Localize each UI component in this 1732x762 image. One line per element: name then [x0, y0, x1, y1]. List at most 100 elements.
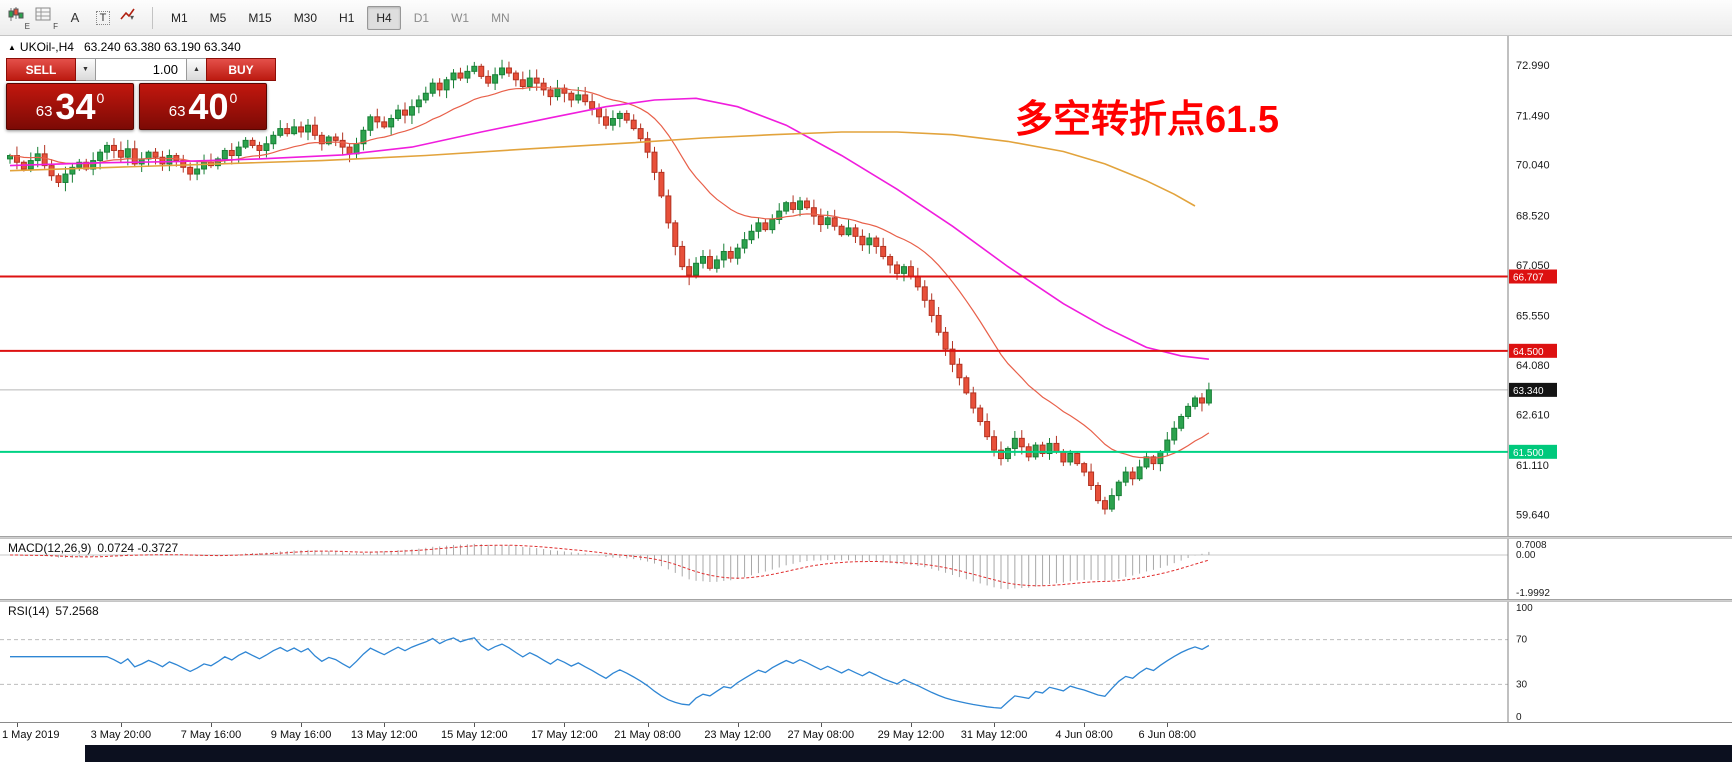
rsi-line: [10, 637, 1210, 709]
ask-price-display[interactable]: 63 40 0: [139, 83, 267, 130]
price-tick-label: 65.550: [1516, 310, 1550, 322]
time-axis-tick: [564, 723, 566, 727]
price-tag: 64.500: [1509, 343, 1557, 358]
macd-name-label: MACD(12,26,9): [8, 541, 92, 555]
macd-values-label: 0.0724 -0.3727: [97, 541, 179, 555]
price-chart-canvas[interactable]: 72.990 71.490 70.040 68.520 67.050 65.550 64.0…: [0, 36, 1732, 536]
volume-spinner-icon[interactable]: ▲: [187, 58, 206, 81]
chart-objects-icon[interactable]: E: [6, 5, 32, 31]
price-tick-label: 72.990: [1516, 60, 1550, 72]
macd-tick-label: 0.7008: [1516, 540, 1547, 551]
font-tool-icon[interactable]: A: [70, 10, 80, 25]
time-axis-tick: [737, 723, 739, 727]
ma-slow-line: [9, 131, 1196, 207]
time-axis-tick: [910, 723, 912, 727]
price-tick-label: 71.490: [1516, 110, 1550, 122]
rsi-label: RSI(14) 57.2568: [8, 604, 105, 618]
macd-tick-label: 0.00: [1516, 550, 1536, 561]
time-axis-tick: [16, 723, 18, 727]
time-axis-label: 27 May 08:00: [787, 729, 855, 741]
rsi-canvas[interactable]: 100 70 30 0: [0, 602, 1732, 722]
time-axis-tick: [820, 723, 822, 727]
text-tool-icon[interactable]: T: [90, 5, 116, 31]
time-axis[interactable]: 1 May 2019 3 May 20:00 7 May 16:00 9 May 16…: [0, 722, 1732, 745]
bid-pips: 34: [55, 85, 96, 127]
price-tick-label: 67.050: [1516, 260, 1550, 272]
price-tick-label: 62.610: [1516, 409, 1550, 421]
time-axis-tick: [384, 723, 386, 727]
sell-options-caret-icon[interactable]: ▼: [76, 58, 95, 81]
timeframe-button-W1[interactable]: W1: [451, 10, 470, 25]
time-axis-label: 31 May 12:00: [960, 729, 1028, 741]
symbol-marker-icon: ▲: [8, 43, 16, 52]
toolbar: E F A T ▾ M1 M5 M15 M30 H1 H4 D1 W1 MN: [0, 0, 1732, 36]
timeframe-button-M5[interactable]: M5: [209, 10, 227, 25]
timeframe-button-MN[interactable]: MN: [491, 10, 510, 25]
time-axis-label: 23 May 12:00: [704, 729, 771, 741]
ask-pips: 40: [188, 85, 229, 127]
time-axis-tick: [1167, 723, 1169, 727]
macd-panel[interactable]: 0.7008 0.00 -1.9992 MACD(12,26,9) 0.0724 -0…: [0, 539, 1732, 599]
macd-label: MACD(12,26,9) 0.0724 -0.3727: [8, 541, 184, 555]
dropdown-caret-icon[interactable]: ▾: [129, 13, 134, 22]
price-tag: 61.500: [1509, 444, 1557, 459]
rsi-name-label: RSI(14): [8, 604, 50, 618]
macd-tick-label: -1.9992: [1516, 588, 1550, 599]
chart-header: ▲ UKOil-,H4 63.240 63.380 63.190 63.340: [8, 40, 241, 54]
price-tick-label: 70.040: [1516, 159, 1550, 171]
chart-window-icon[interactable]: F: [34, 5, 60, 31]
timeframe-button-M15[interactable]: M15: [248, 10, 272, 25]
sell-button[interactable]: SELL: [6, 58, 76, 81]
time-axis-tick: [994, 723, 996, 727]
macd-signal-line: [10, 544, 1210, 587]
volume-input[interactable]: [95, 58, 187, 81]
time-axis-label: 17 May 12:00: [531, 729, 598, 741]
rsi-tick-label: 70: [1516, 635, 1528, 646]
svg-text:61.500: 61.500: [1513, 448, 1544, 459]
chart-ohlc-values: 63.240 63.380 63.190 63.340: [83, 40, 241, 54]
time-axis-tick: [647, 723, 649, 727]
one-click-trading-widget: SELL ▼ ▲ BUY 63 34 0 63 40 0: [6, 58, 276, 130]
price-tick-label: 68.520: [1516, 210, 1550, 222]
chart-window-icon-sub-label: F: [53, 21, 58, 31]
rsi-resize-separator[interactable]: [0, 599, 1732, 602]
main-chart-panel[interactable]: 72.990 71.490 70.040 68.520 67.050 65.550 64.0…: [0, 36, 1732, 536]
time-axis-tick: [301, 723, 303, 727]
bid-price-display[interactable]: 63 34 0: [6, 83, 134, 130]
timeframe-button-H1[interactable]: H1: [339, 10, 355, 25]
timeframe-button-group: M1 M5 M15 M30 H1 H4 D1 W1 MN: [161, 5, 520, 30]
time-axis-label: 1 May 2019: [2, 729, 60, 741]
drawing-tool-icon[interactable]: ▾: [118, 5, 144, 31]
ma-fast-line: [9, 86, 1210, 459]
chart-annotation-text: 多空转折点61.5: [1015, 99, 1279, 141]
bid-whole: 63: [35, 103, 53, 120]
rsi-tick-label: 0: [1516, 712, 1522, 722]
time-axis-label: 21 May 08:00: [614, 729, 681, 741]
time-axis-label: 9 May 16:00: [270, 729, 332, 741]
time-axis-label: 3 May 20:00: [90, 729, 152, 741]
time-axis-label: 6 Jun 08:00: [1138, 729, 1197, 741]
price-tag: 63.340: [1509, 382, 1557, 397]
timeframe-button-H4[interactable]: H4: [367, 5, 401, 30]
timeframe-button-D1[interactable]: D1: [413, 10, 430, 25]
svg-text:64.500: 64.500: [1513, 347, 1544, 358]
bottom-bar: [85, 745, 1732, 762]
rsi-panel[interactable]: 100 70 30 0 RSI(14) 57.2568: [0, 602, 1732, 722]
macd-resize-separator[interactable]: [0, 536, 1732, 539]
timeframe-button-M30[interactable]: M30: [293, 10, 318, 25]
macd-histogram: [16, 543, 1210, 590]
timeframe-button-M1[interactable]: M1: [171, 10, 188, 25]
price-tag: 66.707: [1509, 269, 1557, 284]
price-tick-label: 61.110: [1516, 460, 1549, 472]
chart-symbol-label: UKOil-,H4: [19, 40, 74, 54]
rsi-tick-label: 30: [1516, 679, 1528, 690]
rsi-tick-label: 100: [1516, 603, 1533, 614]
buy-button[interactable]: BUY: [206, 58, 276, 81]
svg-text:66.707: 66.707: [1513, 273, 1544, 284]
trade-prices-row: 63 34 0 63 40 0: [6, 83, 276, 130]
time-axis-tick: [1084, 723, 1086, 727]
time-axis-label: 4 Jun 08:00: [1055, 729, 1113, 741]
time-axis-label: 29 May 12:00: [877, 729, 945, 741]
time-axis-label: 15 May 12:00: [440, 729, 508, 741]
